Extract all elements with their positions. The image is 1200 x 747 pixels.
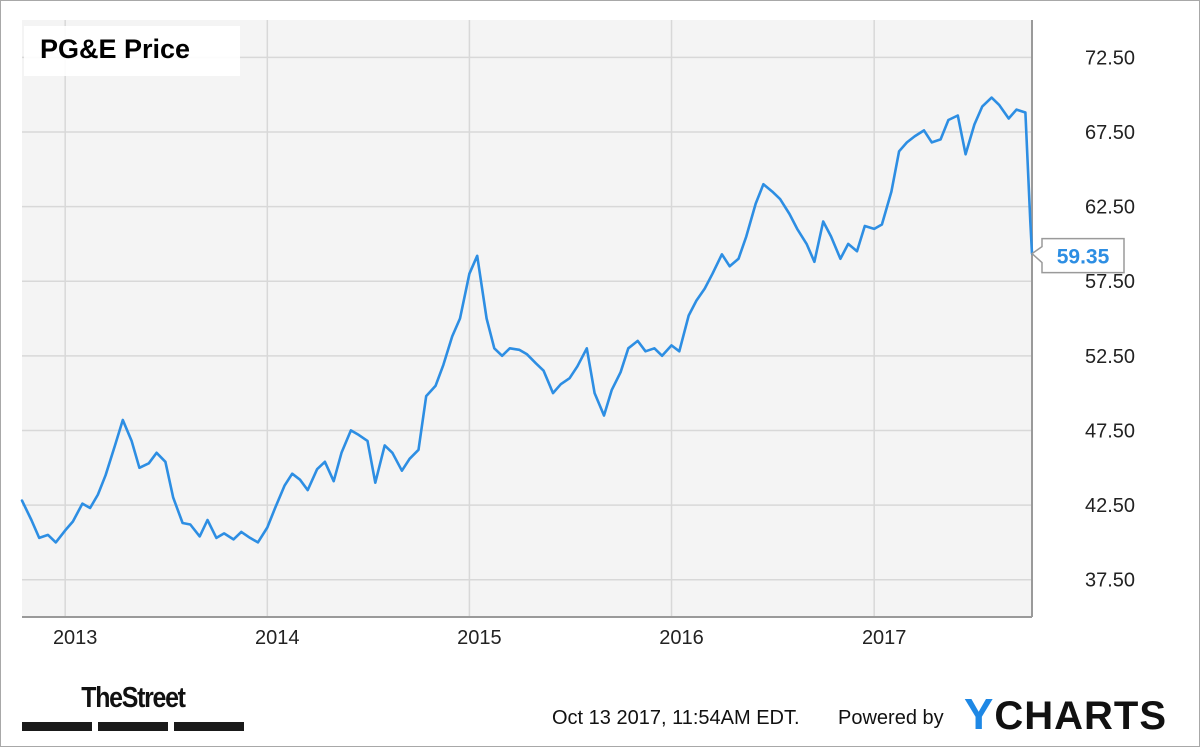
ycharts-logo-text: CHARTS	[994, 694, 1168, 738]
y-tick-label: 47.50	[1085, 420, 1135, 442]
last-value-callout	[1030, 237, 1125, 274]
logo-bar	[174, 722, 244, 731]
axes	[22, 20, 1033, 618]
x-tick-label: 2015	[457, 627, 502, 649]
powered-by-label: Powered by	[838, 707, 944, 729]
y-tick-label: 42.50	[1085, 495, 1135, 517]
logo-bar	[22, 722, 92, 731]
x-tick-label: 2013	[53, 627, 98, 649]
logo-bar	[98, 722, 168, 731]
x-axis-ticks: 2013 2014 2015 2016 2017	[53, 627, 906, 649]
last-value-label: 59.35	[1057, 246, 1110, 269]
x-tick-label: 2014	[255, 627, 300, 649]
y-tick-label: 67.50	[1085, 122, 1135, 144]
series-layer	[20, 96, 1034, 544]
price-line	[20, 96, 1034, 544]
y-tick-label: 37.50	[1085, 570, 1135, 592]
timestamp: Oct 13 2017, 11:54AM EDT.	[552, 707, 800, 729]
y-tick-label: 62.50	[1085, 197, 1135, 219]
y-tick-label: 57.50	[1085, 271, 1135, 293]
chart-title: PG&E Price	[40, 34, 191, 64]
plot-area	[22, 20, 1032, 617]
chart-title-box	[24, 26, 240, 76]
x-tick-label: 2017	[862, 627, 907, 649]
thestreet-logo-text: TheStreet	[81, 682, 186, 714]
ycharts-logo: YCHARTS	[964, 690, 1167, 740]
ycharts-logo-y: Y	[964, 690, 995, 739]
y-tick-label: 52.50	[1085, 346, 1135, 368]
last-value-callout-group: 59.35	[1030, 237, 1125, 274]
y-axis-ticks: 72.50 67.50 62.50 57.50 52.50 47.50 42.50 37.50	[1085, 47, 1135, 591]
x-tick-label: 2016	[659, 627, 704, 649]
y-tick-label: 72.50	[1085, 47, 1135, 69]
thestreet-logo: TheStreet	[22, 682, 244, 734]
